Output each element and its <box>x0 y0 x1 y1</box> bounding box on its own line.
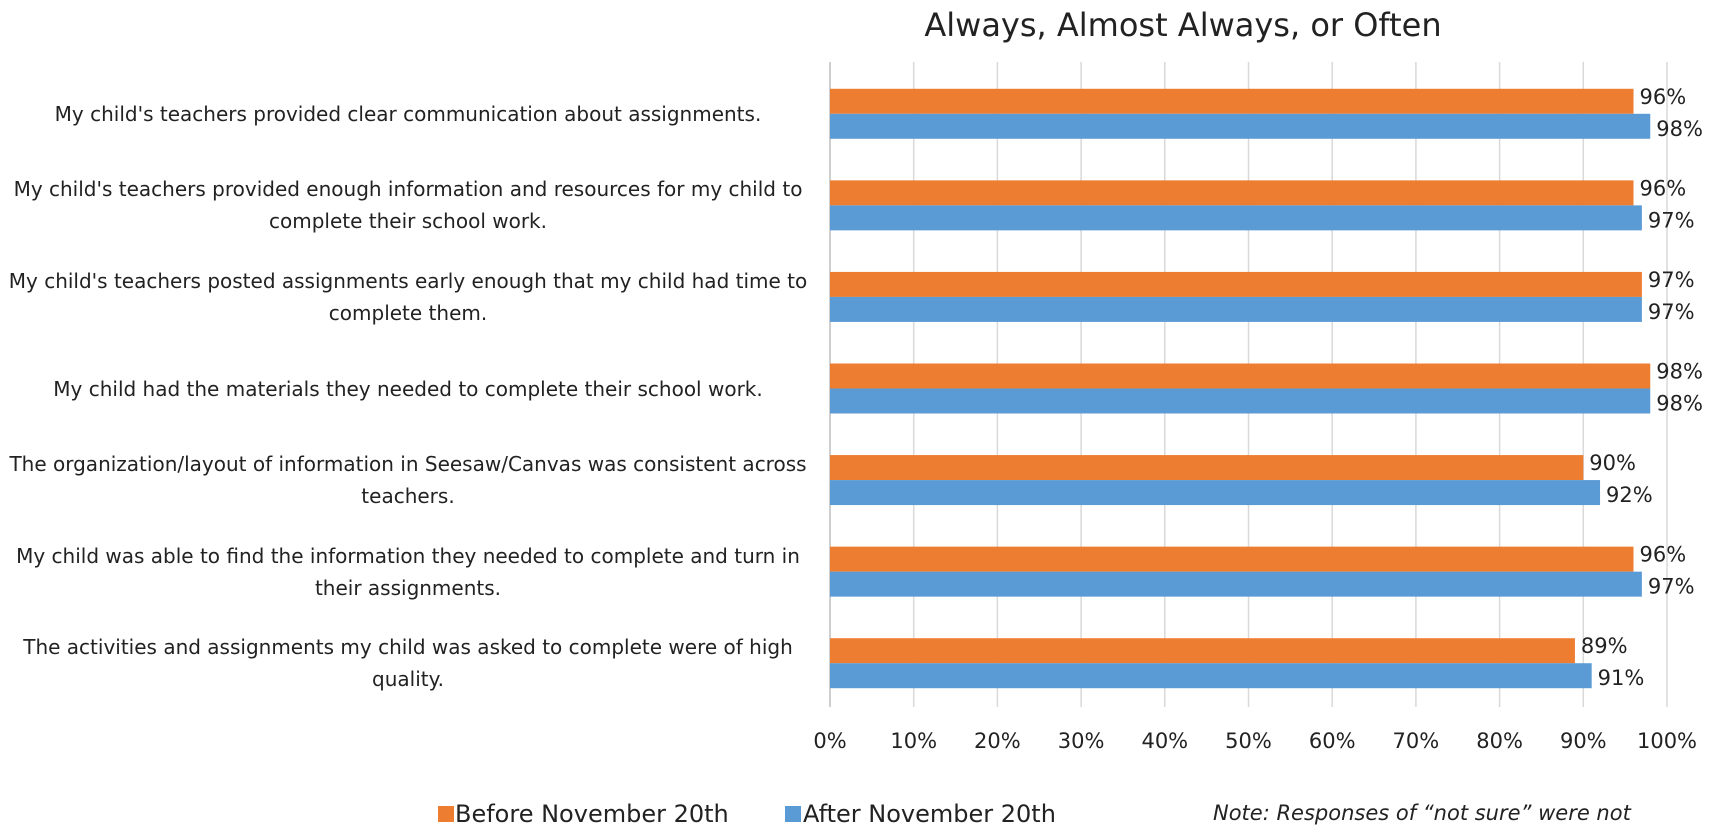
bar <box>830 663 1592 689</box>
note: Note: Responses of “not sure” were not <box>1213 801 1632 825</box>
x-tick-label: 40% <box>1141 729 1188 753</box>
value-label: 97% <box>1648 268 1695 292</box>
legend-swatch <box>785 806 801 822</box>
bar <box>830 180 1634 206</box>
chart-title: Always, Almost Always, or Often <box>924 6 1441 44</box>
bar <box>830 571 1642 597</box>
x-tick-label: 70% <box>1393 729 1440 753</box>
legend-swatch <box>438 806 454 822</box>
category-label: My child's teachers posted assignments e… <box>8 268 808 325</box>
legend-label: After November 20th <box>803 800 1056 825</box>
x-tick-label: 80% <box>1476 729 1523 753</box>
category-label: My child had the materials they needed t… <box>53 376 763 401</box>
value-label: 92% <box>1606 483 1653 507</box>
bar <box>830 363 1651 389</box>
value-label: 96% <box>1640 85 1687 109</box>
category-label: My child's teachers provided enough info… <box>13 177 803 234</box>
bar <box>830 638 1575 664</box>
category-label: The activities and assignments my child … <box>23 635 793 692</box>
bar <box>830 480 1601 506</box>
bar <box>830 546 1634 572</box>
x-tick-label: 10% <box>890 729 937 753</box>
category-label: My child was able to find the informatio… <box>16 543 800 600</box>
x-tick-label: 30% <box>1058 729 1105 753</box>
bar <box>830 388 1651 414</box>
x-tick-label: 20% <box>974 729 1021 753</box>
value-label: 97% <box>1648 575 1695 599</box>
value-label: 98% <box>1656 392 1703 416</box>
legend-label: Before November 20th <box>455 800 729 825</box>
value-label: 96% <box>1640 543 1687 567</box>
value-label: 98% <box>1656 117 1703 141</box>
x-tick-label: 90% <box>1560 729 1607 753</box>
value-label: 89% <box>1581 634 1628 658</box>
bar <box>830 205 1642 231</box>
bar <box>830 113 1651 139</box>
x-tick-label: 0% <box>813 729 846 753</box>
value-label: 98% <box>1656 360 1703 384</box>
category-label: The organization/layout of information i… <box>9 452 807 509</box>
value-label: 97% <box>1648 208 1695 232</box>
category-label: My child's teachers provided clear commu… <box>54 101 762 126</box>
value-label: 90% <box>1589 451 1636 475</box>
value-label: 91% <box>1598 666 1645 690</box>
x-tick-label: 100% <box>1637 729 1697 753</box>
bar <box>830 296 1642 322</box>
value-label: 96% <box>1640 176 1687 200</box>
x-tick-label: 50% <box>1225 729 1272 753</box>
bar <box>830 271 1642 297</box>
bar <box>830 455 1584 481</box>
bar <box>830 88 1634 114</box>
value-label: 97% <box>1648 300 1695 324</box>
x-tick-label: 60% <box>1309 729 1356 753</box>
